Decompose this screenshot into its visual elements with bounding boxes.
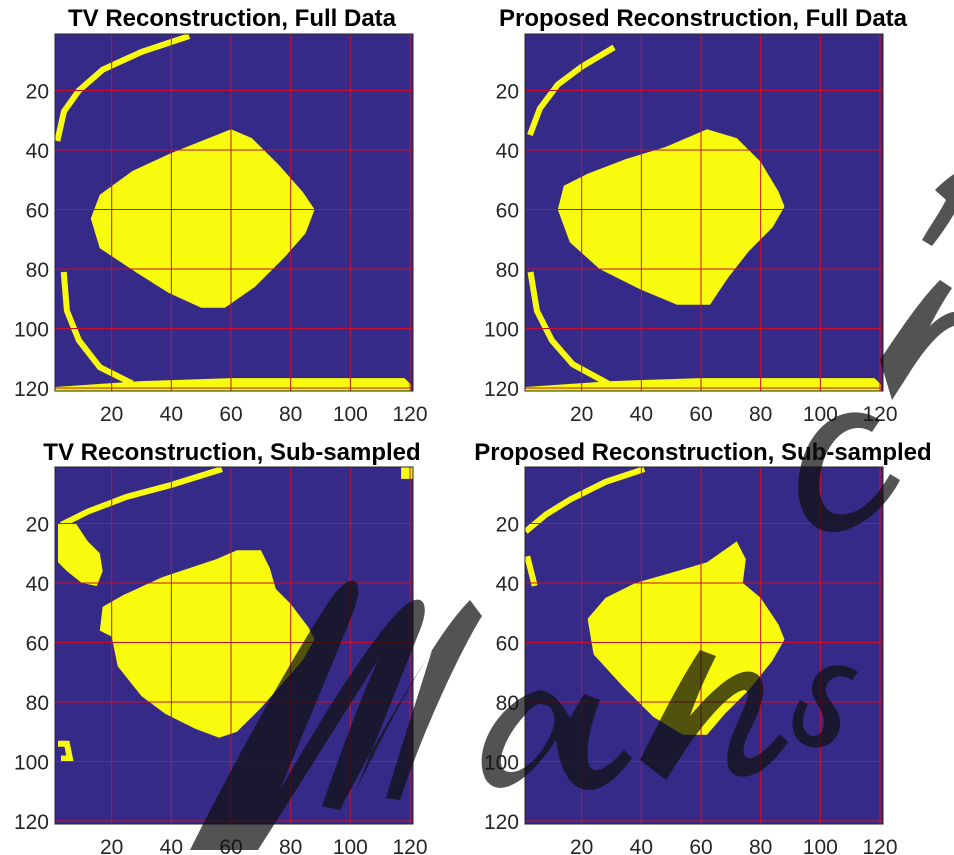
y-tick-label: 60 [26, 200, 49, 223]
x-tick-label: 80 [749, 836, 772, 855]
y-tick-label: 80 [26, 692, 49, 715]
x-tick-label: 120 [862, 836, 897, 855]
edge-artifact-1 [527, 271, 610, 387]
axes-box [54, 33, 414, 392]
x-tick-label: 20 [100, 836, 123, 855]
x-tick-label: 40 [630, 403, 653, 426]
y-tick-label: 20 [496, 81, 519, 104]
y-tick-label: 100 [14, 752, 49, 775]
y-tick-label: 40 [26, 573, 49, 596]
x-tick-label: 120 [392, 836, 427, 855]
x-tick-label: 60 [219, 403, 242, 426]
x-tick-label: 60 [219, 836, 242, 855]
region-left-patch [58, 523, 103, 586]
y-tick-label: 20 [26, 514, 49, 537]
y-tick-label: 100 [484, 319, 519, 342]
edge-artifact-1 [401, 467, 413, 479]
y-tick-label: 60 [26, 633, 49, 656]
x-tick-label: 100 [333, 836, 368, 855]
x-tick-label: 80 [279, 403, 302, 426]
panel-proposed-subsampled: Proposed Reconstruction, Sub-sampled 20 4… [474, 439, 931, 855]
y-tick-label: 40 [26, 140, 49, 163]
y-tick-label: 60 [496, 200, 519, 223]
axes-box [524, 33, 884, 392]
x-tick-label: 100 [803, 403, 838, 426]
edge-artifact-0 [527, 44, 616, 137]
edge-artifact-0 [59, 467, 223, 528]
y-tick-label: 80 [496, 692, 519, 715]
x-tick-label: 120 [392, 403, 427, 426]
y-tick-label: 40 [496, 140, 519, 163]
x-tick-label: 20 [570, 403, 593, 426]
region-central-blob [90, 129, 315, 308]
y-tick-label: 20 [496, 514, 519, 537]
y-tick-label: 60 [496, 633, 519, 656]
x-tick-label: 40 [160, 836, 183, 855]
panel-tv-subsampled: TV Reconstruction, Sub-sampled 20 40 60 80 1… [14, 439, 428, 855]
edge-artifact-1 [60, 271, 134, 387]
x-tick-label: 20 [570, 836, 593, 855]
x-tick-label: 60 [689, 403, 712, 426]
y-tick-label: 120 [14, 811, 49, 834]
edge-artifact-0 [525, 467, 646, 534]
y-tick-label: 120 [484, 378, 519, 401]
panel-proposed-full: Proposed Reconstruction, Full Data 20 40 6… [484, 5, 908, 426]
panel-tv-full: TV Reconstruction, Full Data 20 40 60 80 100… [14, 5, 428, 426]
panel-title: Proposed Reconstruction, Sub-sampled [474, 439, 931, 466]
x-tick-label: 60 [689, 836, 712, 855]
y-tick-label: 40 [496, 573, 519, 596]
axes-box [524, 466, 884, 825]
x-tick-label: 80 [749, 403, 772, 426]
x-tick-label: 80 [279, 836, 302, 855]
panel-title: Proposed Reconstruction, Full Data [499, 5, 908, 32]
edge-artifact-2 [58, 740, 74, 762]
x-tick-label: 40 [630, 836, 653, 855]
region-central-blob [557, 129, 785, 305]
x-tick-label: 120 [862, 403, 897, 426]
edge-artifact-1 [525, 555, 538, 587]
x-tick-label: 100 [803, 836, 838, 855]
y-tick-label: 100 [484, 752, 519, 775]
y-tick-label: 80 [26, 259, 49, 282]
y-tick-label: 120 [14, 378, 49, 401]
x-tick-label: 100 [333, 403, 368, 426]
panel-title: TV Reconstruction, Sub-sampled [43, 439, 420, 466]
panel-title: TV Reconstruction, Full Data [68, 5, 397, 32]
x-tick-label: 40 [160, 403, 183, 426]
x-tick-label: 20 [100, 403, 123, 426]
y-tick-label: 20 [26, 81, 49, 104]
y-tick-label: 80 [496, 259, 519, 282]
y-tick-label: 100 [14, 319, 49, 342]
edge-artifact-0 [55, 34, 191, 142]
y-tick-label: 120 [484, 811, 519, 834]
